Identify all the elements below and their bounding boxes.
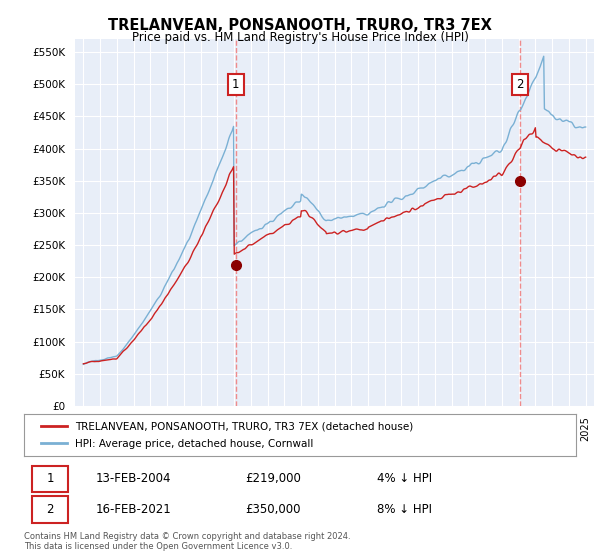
Text: Contains HM Land Registry data © Crown copyright and database right 2024.
This d: Contains HM Land Registry data © Crown c… <box>24 532 350 552</box>
Text: 1: 1 <box>232 78 239 91</box>
Text: 1: 1 <box>46 472 54 486</box>
Text: 13-FEB-2004: 13-FEB-2004 <box>96 472 171 486</box>
FancyBboxPatch shape <box>32 465 68 492</box>
Text: 2: 2 <box>46 503 54 516</box>
Text: 16-FEB-2021: 16-FEB-2021 <box>96 503 172 516</box>
Text: £219,000: £219,000 <box>245 472 301 486</box>
Text: 8% ↓ HPI: 8% ↓ HPI <box>377 503 432 516</box>
Text: 2: 2 <box>517 78 524 91</box>
Text: 4% ↓ HPI: 4% ↓ HPI <box>377 472 433 486</box>
Text: £350,000: £350,000 <box>245 503 301 516</box>
Text: Price paid vs. HM Land Registry's House Price Index (HPI): Price paid vs. HM Land Registry's House … <box>131 31 469 44</box>
Text: TRELANVEAN, PONSANOOTH, TRURO, TR3 7EX: TRELANVEAN, PONSANOOTH, TRURO, TR3 7EX <box>108 18 492 33</box>
Legend: TRELANVEAN, PONSANOOTH, TRURO, TR3 7EX (detached house), HPI: Average price, det: TRELANVEAN, PONSANOOTH, TRURO, TR3 7EX (… <box>35 416 420 455</box>
FancyBboxPatch shape <box>32 496 68 523</box>
